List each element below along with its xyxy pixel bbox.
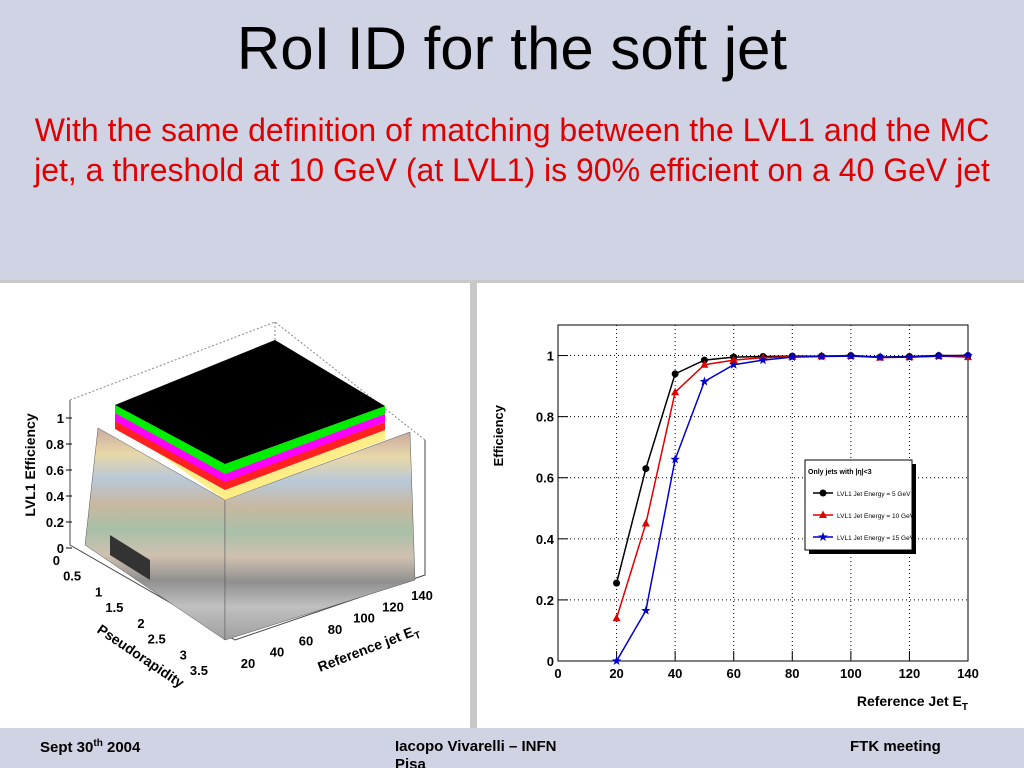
footer-date: Sept 30th 2004 (40, 738, 140, 756)
point (700, 360, 709, 368)
footer-author: Iacopo Vivarelli – INFN Pisa (395, 738, 557, 768)
x-tick-label: 1.5 (105, 600, 123, 615)
x-tick-label: 0.5 (63, 569, 81, 584)
point (642, 465, 650, 473)
x-tick-label: 120 (899, 666, 921, 681)
z-tick-label: 0 (57, 541, 64, 556)
y-tick-label: 0.6 (536, 471, 554, 486)
z-tick-label: 0.2 (46, 515, 64, 530)
date: Sept 30 (40, 739, 94, 756)
y-tick-label: 0 (547, 654, 554, 669)
x-tick-label: 3.5 (190, 663, 208, 678)
x-tick-label: 80 (785, 666, 799, 681)
y-tick-label: 140 (411, 588, 433, 603)
x-tick-label: 20 (609, 666, 623, 681)
point (963, 350, 973, 360)
x-tick-label: 2.5 (148, 632, 166, 647)
y-tick-label: 0.8 (536, 410, 554, 425)
y-tick-label: 40 (270, 645, 284, 660)
x-tick-label: 140 (957, 666, 979, 681)
point (758, 355, 768, 365)
z-tick-label: 0.4 (46, 489, 65, 504)
point (846, 351, 856, 361)
point (670, 454, 680, 464)
legend-label: LVL1 Jet Energy = 5 GeV (837, 491, 911, 498)
y-axis-label: Efficiency (491, 404, 506, 466)
point (700, 356, 708, 364)
point (816, 351, 827, 361)
x-tick-label: 2 (137, 616, 144, 631)
x-axis-label: Reference Jet ET (857, 693, 968, 713)
point (819, 510, 827, 518)
point (671, 370, 679, 378)
x-tick-label: 0 (554, 666, 561, 681)
date-tail: 2004 (102, 739, 141, 756)
panels: 0 0.2 0.4 0.6 0.8 1 LVL1 Efficiency 0 0.5 1 1.5 2 2.… (0, 280, 1024, 728)
x-tick-label: 0 (53, 553, 60, 568)
point (641, 605, 651, 615)
z-axis-label: LVL1 Efficiency (22, 413, 38, 516)
point (819, 489, 827, 497)
x-tick-label: 100 (840, 666, 862, 681)
z-tick-label: 0.8 (46, 437, 64, 452)
y-tick-label: 120 (382, 599, 404, 614)
point (934, 351, 944, 361)
legend-title: Only jets with |η|<3 (808, 469, 872, 476)
y-tick-label: 100 (353, 611, 375, 626)
x-tick-label: 40 (668, 666, 682, 681)
point (613, 579, 621, 587)
z-tick-label: 1 (57, 411, 64, 426)
point (699, 376, 710, 386)
point (729, 355, 738, 364)
x-tick-label: 3 (180, 647, 187, 662)
x-axis-label-sub: T (962, 702, 968, 713)
point (641, 519, 650, 527)
point (612, 613, 621, 622)
point (787, 352, 797, 362)
y-tick-label: 1 (547, 349, 554, 364)
y-tick-label: 20 (241, 656, 255, 671)
point (904, 352, 915, 362)
footer-event: FTK meeting (850, 738, 941, 755)
x-tick-label: 1 (95, 584, 102, 599)
point (671, 387, 680, 396)
point (818, 532, 828, 541)
y-tick-label: 0.2 (536, 593, 554, 608)
x-axis-label-main: Reference Jet E (857, 693, 962, 709)
point (729, 359, 739, 369)
date-sup: th (93, 738, 103, 749)
y-tick-label: 0.4 (536, 532, 555, 547)
legend-label: LVL1 Jet Energy = 10 GeV (837, 513, 915, 520)
slide-title: RoI ID for the soft jet (236, 15, 788, 82)
point (611, 656, 622, 665)
x-tick-label: 60 (726, 666, 740, 681)
point (875, 352, 885, 362)
z-tick-label: 0.6 (46, 463, 64, 478)
slide-subtitle: With the same definition of matching bet… (34, 112, 990, 188)
y-axis-label-sub: T (413, 630, 423, 642)
legend-label: LVL1 Jet Energy = 15 GeV (837, 535, 915, 542)
lego-plot (69, 321, 426, 641)
y-tick-label: 60 (299, 633, 313, 648)
y-tick-label: 80 (328, 622, 342, 637)
